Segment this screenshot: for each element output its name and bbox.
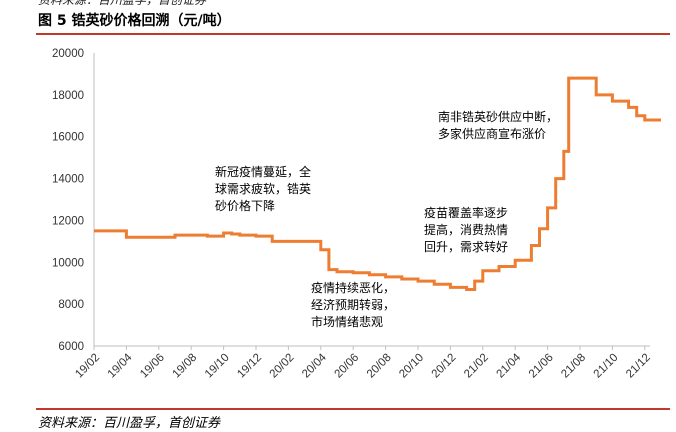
- truncated-source-text: 资料来源：百川盈孚，首创证券: [38, 0, 207, 7]
- x-tick-label: 19/04: [106, 351, 135, 380]
- x-tick-label: 21/08: [559, 352, 588, 381]
- annotation-line: 疫情持续恶化，: [311, 280, 395, 295]
- annotation-line: 市场情绪悲观: [311, 314, 383, 329]
- y-tick-label: 10000: [52, 257, 84, 269]
- annotation-line: 经济预期转弱，: [311, 297, 395, 312]
- figure-title: 图 5 锆英砂价格回溯（元/吨）: [38, 13, 231, 29]
- x-tick-label: 19/02: [73, 352, 102, 381]
- x-axis: 19/02 19/04 19/06 19/08 19/10 19/12 20/02 20/04…: [73, 345, 653, 381]
- x-tick-label: 21/10: [592, 352, 621, 381]
- x-tick-label: 19/12: [235, 352, 264, 381]
- y-tick-label: 20000: [52, 48, 84, 60]
- annotation-text: 新冠疫情蔓延，全球需求疲软，锆英砂价格下降: [215, 164, 311, 213]
- x-tick-label: 21/02: [462, 352, 491, 381]
- series-layer: [94, 76, 661, 291]
- title-rule: [36, 33, 670, 35]
- x-tick-label: 20/08: [365, 352, 394, 381]
- annotation-text: 南非锆英砂供应中断， 多家供应商宣布涨价: [438, 109, 558, 141]
- x-tick-label: 21/04: [494, 351, 523, 380]
- y-tick-label: 18000: [52, 90, 84, 102]
- annotation-line: 回升，需求转好: [424, 239, 508, 254]
- y-tick-label: 8000: [58, 299, 84, 311]
- annotation-line: 疫苗覆盖率逐步: [424, 205, 508, 220]
- x-tick-label: 19/10: [203, 352, 232, 381]
- x-tick-label: 20/12: [430, 352, 459, 381]
- source-note: 资料来源：百川盈孚，首创证券: [38, 416, 221, 431]
- annotation-line: 南非锆英砂供应中断，: [438, 109, 558, 124]
- x-tick-label: 19/06: [138, 352, 167, 381]
- annotation-line: 新冠疫情蔓延，全: [215, 164, 311, 179]
- y-tick-label: 16000: [52, 132, 84, 144]
- footer-rule: [36, 408, 670, 410]
- annotation-line: 提高，消费热情: [424, 222, 508, 237]
- x-tick-label: 20/04: [300, 351, 329, 380]
- y-tick-label: 12000: [52, 215, 84, 227]
- annotation-line: 球需求疲软，锆英: [215, 181, 311, 196]
- annotation-text: 疫情持续恶化， 经济预期转弱， 市场情绪悲观: [311, 280, 395, 329]
- annotation-line: 多家供应商宣布涨价: [438, 126, 546, 141]
- x-tick-label: 19/08: [170, 352, 199, 381]
- y-axis: 6000 8000 10000 12000 14000 16000 18000 20000: [52, 48, 95, 353]
- price-series-line: [94, 76, 661, 291]
- x-tick-label: 20/02: [268, 352, 297, 381]
- x-tick-label: 21/12: [624, 352, 653, 381]
- y-tick-label: 14000: [52, 174, 84, 186]
- annotation-text: 疫苗覆盖率逐步提高，消费热情回升，需求转好: [424, 205, 508, 254]
- x-tick-label: 21/06: [527, 352, 556, 381]
- y-tick-label: 6000: [58, 341, 84, 353]
- x-tick-label: 20/06: [332, 352, 361, 381]
- annotation-line: 砂价格下降: [215, 198, 275, 213]
- x-tick-label: 20/10: [397, 352, 426, 381]
